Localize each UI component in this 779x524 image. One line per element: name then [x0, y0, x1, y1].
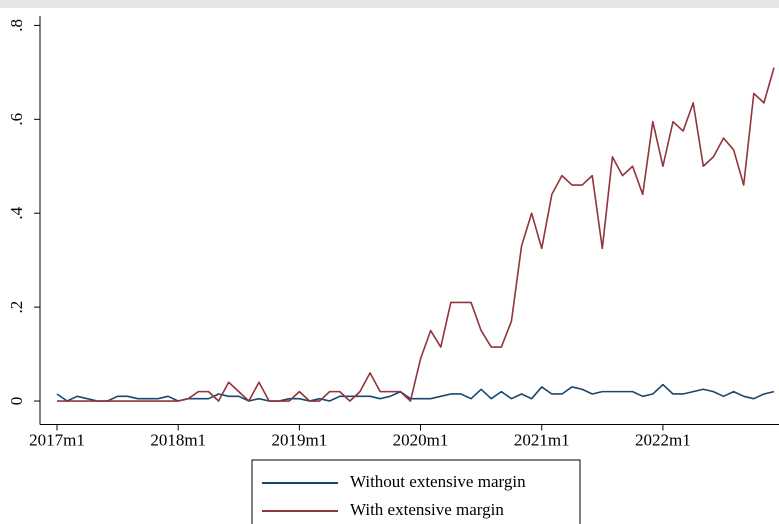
x-tick-label: 2019m1	[271, 430, 327, 449]
plot-area: 0 .2 .4 .6 .8 2017m1 2018m1 2019m1 2020m1 2021m1 2…	[7, 16, 779, 449]
top-bar	[0, 0, 779, 8]
legend: Without extensive margin With extensive m…	[251, 459, 581, 524]
x-tick-label: 2022m1	[635, 430, 691, 449]
y-tick-label: .6	[7, 113, 26, 126]
legend-box	[251, 459, 581, 524]
y-tick-label: .8	[7, 19, 26, 32]
y-tick-label: .2	[7, 301, 26, 314]
series-line	[57, 67, 775, 402]
x-tick-label: 2017m1	[29, 430, 85, 449]
series-line	[56, 383, 775, 402]
legend-label: With extensive margin	[350, 500, 504, 519]
x-tick-label: 2020m1	[393, 430, 449, 449]
legend-label: Without extensive margin	[350, 472, 526, 491]
x-tick-label: 2021m1	[514, 430, 570, 449]
y-tick-label: 0	[7, 397, 26, 406]
x-tick-label: 2018m1	[150, 430, 206, 449]
y-tick-label: .4	[7, 206, 26, 219]
